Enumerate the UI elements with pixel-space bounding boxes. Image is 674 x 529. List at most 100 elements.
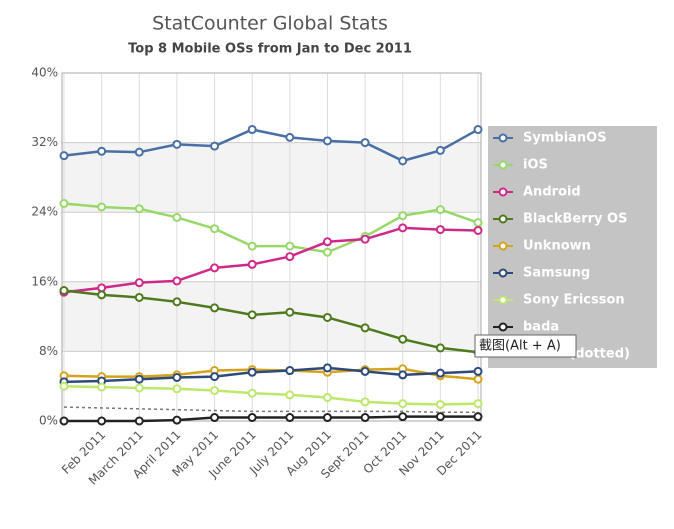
y-tick-label: 32% (31, 135, 58, 149)
data-point (435, 225, 445, 235)
data-point (247, 388, 257, 398)
data-point (360, 366, 370, 376)
series-line (63, 406, 478, 414)
series-line (63, 384, 479, 406)
data-point (59, 381, 69, 391)
series-line (64, 415, 478, 423)
legend-marker (498, 295, 508, 305)
data-point (134, 374, 144, 384)
legend-marker (498, 268, 508, 278)
data-point (322, 363, 332, 373)
data-point (435, 205, 445, 215)
data-point (247, 125, 257, 135)
series-line (63, 226, 479, 294)
data-point (59, 151, 69, 161)
data-point (172, 276, 182, 286)
data-point (59, 286, 69, 295)
tooltip-box (474, 334, 577, 358)
data-point (360, 397, 370, 407)
data-point (398, 211, 408, 221)
data-point (59, 199, 69, 208)
data-point (360, 138, 370, 148)
series-line (63, 366, 479, 384)
series-line (63, 128, 479, 163)
series-line (63, 289, 479, 354)
data-point (285, 252, 295, 262)
series-line (63, 202, 479, 254)
data-point (473, 218, 483, 228)
data-point (172, 384, 182, 394)
data-point (435, 368, 445, 378)
legend-marker (498, 241, 508, 251)
data-point (210, 224, 220, 234)
y-tick-label: 8% (39, 344, 58, 358)
data-point (322, 136, 332, 146)
data-point (210, 413, 220, 423)
data-point (285, 413, 295, 423)
data-point (435, 412, 445, 422)
data-point (398, 370, 408, 380)
data-point (360, 413, 370, 423)
data-point (134, 416, 144, 426)
legend-marker (498, 133, 508, 143)
grid-band (62, 142, 481, 213)
data-point (247, 259, 257, 269)
legend-marker (498, 187, 508, 197)
data-point (398, 399, 408, 409)
legend-label: Android (523, 185, 581, 200)
data-point (134, 204, 144, 214)
chart-subtitle: Top 8 Mobile OSs from Jan to Dec 2011 (128, 42, 412, 57)
plot-border (61, 72, 482, 422)
data-point (97, 202, 107, 212)
data-point (285, 307, 295, 317)
data-point (473, 374, 483, 384)
data-point (435, 145, 445, 155)
legend-label: Sony Ericsson (523, 293, 625, 308)
data-point (247, 413, 257, 423)
data-point (210, 372, 220, 382)
y-tick-label: 40% (31, 66, 58, 80)
data-point (247, 367, 257, 377)
legend-label: BlackBerry OS (523, 212, 627, 227)
data-point (134, 383, 144, 393)
data-point (210, 141, 220, 151)
data-point (172, 139, 182, 149)
data-point (360, 323, 370, 333)
data-point (97, 283, 107, 293)
legend-marker (498, 322, 508, 332)
data-point (172, 212, 182, 222)
tooltip-text: 截图(Alt + A) (479, 339, 561, 354)
data-point (285, 390, 295, 400)
data-point (473, 412, 483, 422)
legend-box (488, 126, 657, 368)
data-point (285, 132, 295, 142)
data-point (247, 310, 257, 320)
legend-label: bada (523, 320, 559, 335)
data-point (398, 156, 408, 166)
data-point (473, 366, 483, 376)
legend-marker (498, 214, 508, 224)
legend-label: SymbianOS (523, 131, 607, 146)
data-point (322, 237, 332, 247)
data-point (210, 263, 220, 273)
data-point (247, 241, 257, 251)
data-point (134, 147, 144, 157)
data-point (473, 399, 483, 409)
series-line (63, 367, 479, 381)
grid-band (62, 281, 481, 352)
data-point (322, 312, 332, 322)
data-point (97, 146, 107, 156)
data-point (97, 382, 107, 392)
data-point (435, 399, 445, 409)
data-point (322, 247, 332, 257)
data-point (134, 278, 144, 288)
chart-title: StatCounter Global Stats (152, 13, 388, 35)
legend-label: Unknown (523, 239, 591, 254)
data-point (134, 292, 144, 302)
y-tick-label: 24% (31, 205, 58, 219)
data-point (285, 366, 295, 376)
data-point (172, 415, 182, 425)
data-point (322, 413, 332, 423)
data-point (97, 290, 107, 300)
